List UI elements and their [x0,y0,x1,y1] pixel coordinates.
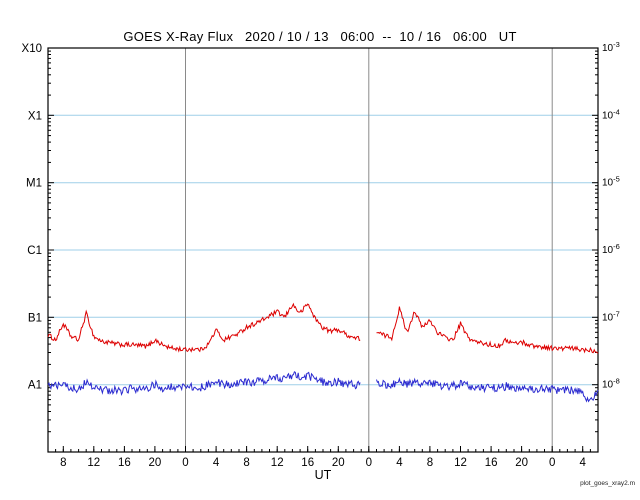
x-tick-label: 4 [213,457,220,469]
y-right-label-1e-5: 10-5 [602,175,620,189]
y-left-label-X10: X10 [22,43,42,55]
x-tick-label: 20 [515,457,528,469]
x-tick-label: 16 [301,457,314,469]
y-right-label-1e-8: 10-8 [602,377,620,391]
x-tick-label: 16 [485,457,498,469]
x-tick-label: 16 [118,457,131,469]
plot-border [47,47,599,453]
x-tick-label: 8 [243,457,249,469]
x-tick-label: 12 [271,457,284,469]
y-right-label-1e-6: 10-6 [602,242,620,256]
x-tick-label: 0 [182,457,188,469]
x-tick-label: 20 [332,457,345,469]
y-right-label-1e-7: 10-7 [602,309,620,323]
x-tick-label: 12 [87,457,100,469]
x-tick-label: 8 [60,457,66,469]
x-tick-label: 8 [427,457,433,469]
y-left-label-C1: C1 [27,245,42,257]
x-tick-label: 4 [579,457,586,469]
y-left-label-M1: M1 [26,178,42,190]
long-series-path [47,302,599,354]
y-left-label-X1: X1 [28,110,42,122]
x-tick-label: 0 [549,457,555,469]
x-tick-label: 20 [149,457,162,469]
x-tick-label: 12 [454,457,467,469]
y-left-label-B1: B1 [28,312,42,324]
chart-title: GOES X-Ray Flux 2020 / 10 / 13 06:00 -- … [123,29,517,44]
short-series-path [47,371,599,403]
x-tick-label: 4 [396,457,403,469]
watermark-text: plot_goes_xray2.m [580,480,635,487]
x-tick-label: 0 [366,457,372,469]
x-axis-label: UT [314,468,332,482]
y-left-label-A1: A1 [28,380,42,392]
y-right-label-1e-4: 10-4 [602,107,620,121]
y-right-label-1e-3: 10-3 [602,40,620,54]
